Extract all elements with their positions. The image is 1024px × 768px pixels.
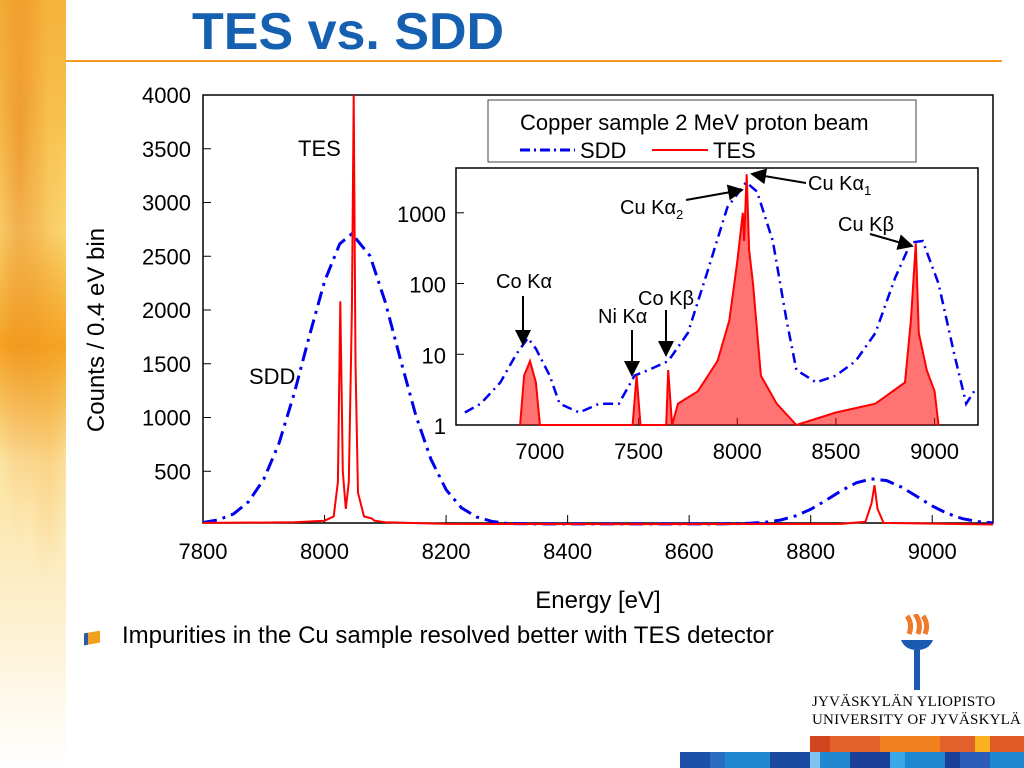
peak-arrow [685,184,744,201]
inset-x-tick-label: 9000 [910,439,959,464]
inset-x-tick-label: 7500 [614,439,663,464]
x-tick-label: 8400 [543,539,592,564]
main-plot-frame [202,94,994,524]
blue-strip-block [905,752,945,768]
blue-strip-block [725,752,770,768]
decorative-flower-strip [0,0,66,768]
university-torch-logo [901,614,933,690]
y-tick-label: 2000 [142,298,191,323]
bullet-text: Impurities in the Cu sample resolved bet… [122,622,774,649]
x-tick-label: 7800 [179,539,228,564]
x-tick-label: 8200 [422,539,471,564]
university-name-en: UNIVERSITY OF JYVÄSKYLÄ [812,712,1022,728]
peak-label: Ni Kα [598,306,647,328]
inset-x-tick-label: 8500 [811,439,860,464]
y-tick-label: 3000 [142,191,191,216]
inset-x-tick-label: 8000 [713,439,762,464]
inset-x-tick-label: 7000 [515,439,564,464]
annotation-tes: TES [298,136,341,161]
y-tick-label: 1500 [142,352,191,377]
inset-y-tick-label: 100 [409,273,446,298]
blue-strip-block [990,752,1024,768]
y-tick-label: 1000 [142,406,191,431]
blue-strip-block [770,752,810,768]
y-tick-label: 4000 [142,83,191,108]
orange-strip-block [940,736,975,752]
x-tick-label: 8000 [300,539,349,564]
series-tes-line [202,94,994,526]
legend-tes-label: TES [713,138,756,163]
orange-strip-block [880,736,940,752]
orange-strip-block [810,736,830,752]
blue-strip-block [820,752,850,768]
orange-strip-block [830,736,880,752]
blue-strip-block [710,752,725,768]
blue-strip-block [850,752,890,768]
blue-strip-block [680,752,710,768]
y-axis-label: Counts / 0.4 eV bin [83,228,110,432]
blue-strip-block [890,752,905,768]
inset-y-tick-label: 10 [422,343,446,368]
blue-strip-block [810,752,820,768]
orange-strip-block [990,736,1024,752]
peak-label: Cu Kβ [838,214,894,236]
blue-strip-block [960,752,990,768]
y-tick-label: 3500 [142,137,191,162]
x-tick-label: 9000 [908,539,957,564]
peak-label: Cu Kα2 [620,197,683,222]
series-sdd-line [202,231,994,526]
peak-label: Cu Kα1 [808,173,871,198]
legend-title: Copper sample 2 MeV proton beam [520,110,869,135]
peak-arrow [869,233,914,250]
annotation-sdd: SDD [249,364,295,389]
x-axis-label: Energy [eV] [535,587,660,614]
blue-strip-block [945,752,960,768]
inset-series-sdd-line [464,180,976,414]
title-divider [66,60,1002,62]
y-tick-label: 500 [154,459,191,484]
legend-sdd-label: SDD [580,138,626,163]
peak-label: Co Kβ [638,288,694,310]
peak-label: Co Kα [496,271,552,293]
x-tick-label: 8800 [786,539,835,564]
y-tick-label: 2500 [142,244,191,269]
inset-series-tes-line [519,174,940,427]
slide-title: TES vs. SDD [192,3,505,61]
inset-y-tick-label: 1 [434,414,446,439]
inset-legend: Copper sample 2 MeV proton beam SDD TES [487,99,917,163]
peak-arrow [750,168,807,185]
inset-y-tick-label: 1000 [397,202,446,227]
x-tick-label: 8600 [665,539,714,564]
university-name-fi: JYVÄSKYLÄN YLIOPISTO [812,694,996,710]
orange-strip-block [975,736,990,752]
